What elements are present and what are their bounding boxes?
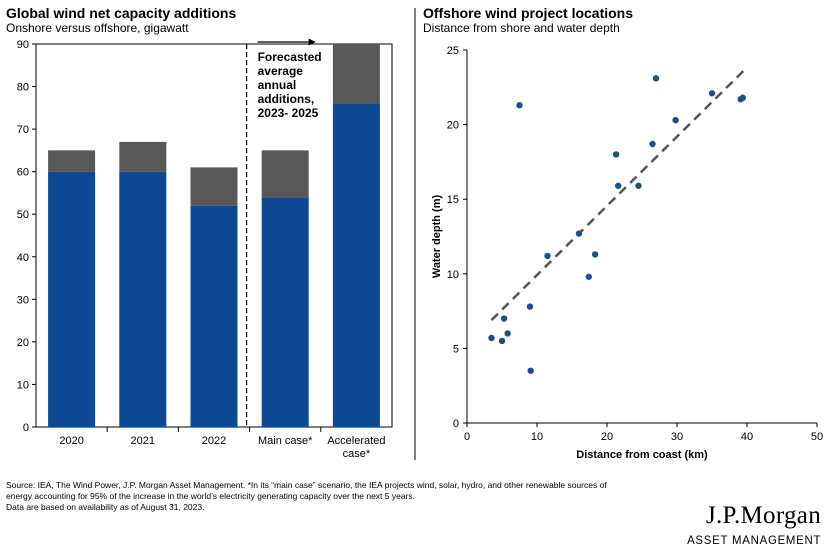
bar-segment-0-4: [332, 103, 380, 428]
scatter-point-1: [498, 337, 506, 345]
scatter-y-axis-label: Water depth (m): [431, 195, 443, 279]
scatter-x-tick-label-1: 10: [531, 431, 543, 443]
scatter-point-14: [649, 140, 656, 148]
scatter-y-tick-label-1: 5: [453, 343, 459, 355]
bar-x-label-4-0: Accelerated: [327, 435, 385, 447]
scatter-y-tick-label-0: 0: [453, 418, 459, 430]
bar-segment-1-4: [332, 44, 380, 104]
scatter-x-tick-label-5: 50: [811, 431, 823, 443]
bar-chart: 0 10 20 30 40 50 60 70 80 90 2020 2021 2022 Main case…: [17, 38, 393, 460]
bar-segment-0-3: [261, 197, 309, 427]
bar-y-tick-label-2: 20: [17, 337, 29, 349]
footnote-line-1: Source: IEA, The Wind Power, J.P. Morgan…: [6, 480, 607, 490]
scatter-x-tick-label-3: 30: [671, 431, 683, 443]
bar-segment-1-1: [119, 141, 167, 172]
scatter-point-15: [652, 75, 660, 82]
scatter-y-tick-label-5: 25: [447, 45, 459, 57]
bar-y-tick-label-7: 70: [17, 124, 29, 136]
scatter-point-4: [516, 102, 523, 109]
scatter-point-19: [739, 94, 746, 101]
bar-segment-0-2: [190, 205, 238, 427]
scatter-point-2: [500, 315, 508, 322]
left-chart-subtitle: Onshore versus offshore, gigawatt: [6, 21, 189, 35]
bar-segment-1-0: [48, 150, 96, 172]
bar-y-tick-label-4: 40: [17, 252, 29, 264]
bar-y-tick-label-8: 80: [17, 82, 29, 94]
bar-x-label-0-0: 2020: [59, 435, 83, 447]
bar-x-label-3-0: Main case*: [258, 435, 313, 447]
scatter-y-tick-label-2: 10: [447, 269, 459, 281]
forecast-annotation-line-2: annual: [258, 78, 297, 92]
scatter-x-axis-label: Distance from coast (km): [576, 449, 708, 461]
scatter-chart: 0 5 10 15 20 25 0 10 20 30 40 50 Distance from coast…: [431, 45, 823, 461]
bar-y-tick-label-9: 90: [17, 39, 29, 51]
scatter-x-tick-label-4: 40: [741, 431, 753, 443]
scatter-point-17: [708, 90, 716, 97]
bar-segment-1-3: [261, 150, 309, 198]
scatter-point-6: [527, 367, 534, 374]
scatter-point-0: [488, 334, 495, 342]
bar-y-tick-label-6: 60: [17, 167, 29, 179]
scatter-point-9: [585, 273, 592, 280]
scatter-y-tick-label-4: 20: [447, 120, 459, 132]
footnote: Source: IEA, The Wind Power, J.P. Morgan…: [6, 480, 706, 513]
bar-x-label-4-1: case*: [343, 448, 371, 460]
scatter-point-16: [672, 116, 679, 124]
right-chart-subtitle: Distance from shore and water depth: [423, 21, 620, 35]
scatter-trendline: [490, 69, 745, 321]
bar-y-tick-label-1: 10: [17, 379, 29, 391]
bar-x-label-2-0: 2022: [202, 435, 226, 447]
forecast-annotation-line-0: Forecasted: [258, 50, 322, 64]
bar-y-tick-label-3: 30: [17, 294, 29, 306]
scatter-point-12: [615, 182, 622, 189]
forecast-annotation-line-4: 2023- 2025: [258, 106, 319, 120]
scatter-point-3: [504, 330, 511, 337]
left-chart-title: Global wind net capacity additions: [6, 5, 237, 21]
forecast-arrow-head: [308, 38, 316, 46]
scatter-point-5: [526, 303, 534, 310]
bar-segment-1-2: [190, 167, 238, 206]
bar-x-label-1-0: 2021: [131, 435, 155, 447]
scatter-point-8: [575, 230, 583, 237]
scatter-point-11: [612, 151, 620, 158]
bar-segment-0-0: [48, 171, 96, 427]
scatter-y-tick-label-3: 15: [447, 194, 459, 206]
forecast-annotation-line-3: additions,: [258, 92, 315, 106]
scatter-point-7: [544, 252, 551, 260]
right-chart-title: Offshore wind project locations: [423, 5, 634, 21]
bar-segment-0-1: [119, 171, 167, 427]
bar-y-tick-label-0: 0: [23, 422, 29, 434]
forecast-annotation-line-1: average: [258, 64, 304, 78]
scatter-x-tick-label-0: 0: [464, 431, 470, 443]
scatter-x-tick-label-2: 20: [601, 431, 613, 443]
scatter-point-10: [591, 251, 599, 258]
asset-management-logo-text: ASSET MANAGEMENT: [686, 533, 821, 547]
footnote-line-2: energy accounting for 95% of the increas…: [6, 491, 416, 501]
bar-y-tick-label-5: 50: [17, 209, 29, 221]
footnote-line-3: Data are based on availability as of Aug…: [6, 502, 205, 512]
jpmorgan-logo: J.P.Morgan: [705, 502, 821, 529]
scatter-point-13: [635, 182, 642, 189]
